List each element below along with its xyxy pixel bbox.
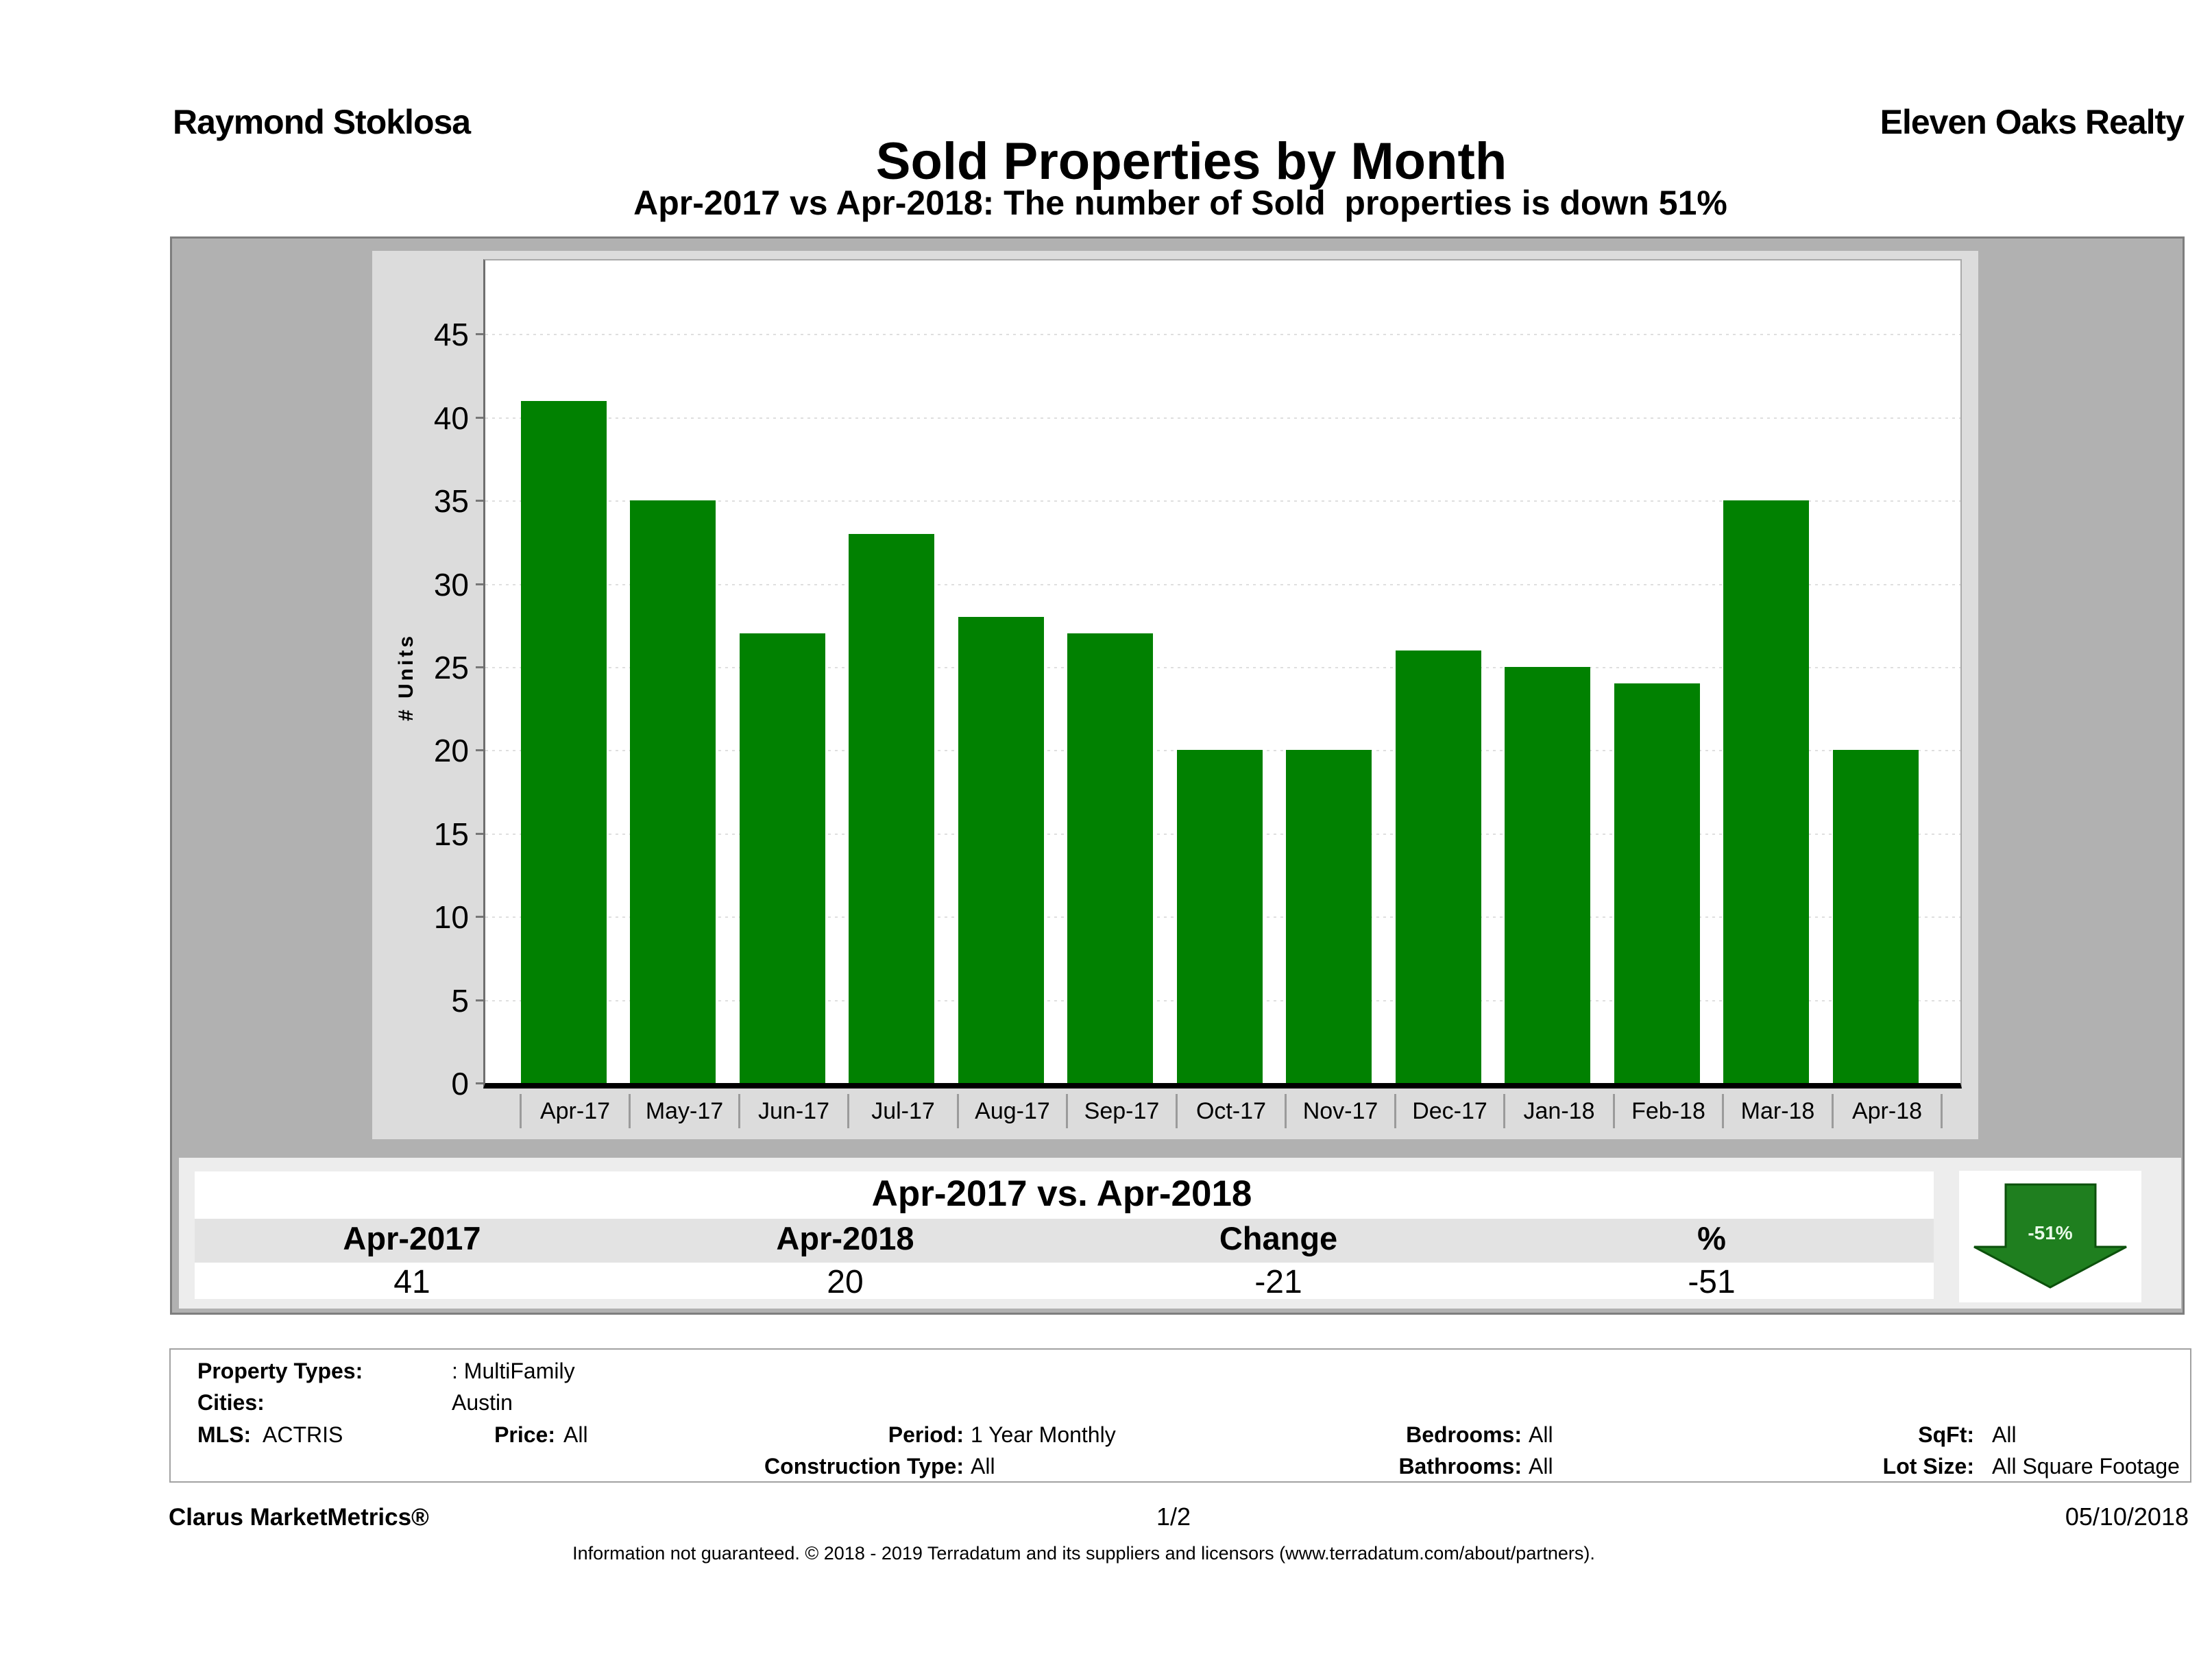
svg-text:-51%: -51%	[2028, 1222, 2072, 1243]
